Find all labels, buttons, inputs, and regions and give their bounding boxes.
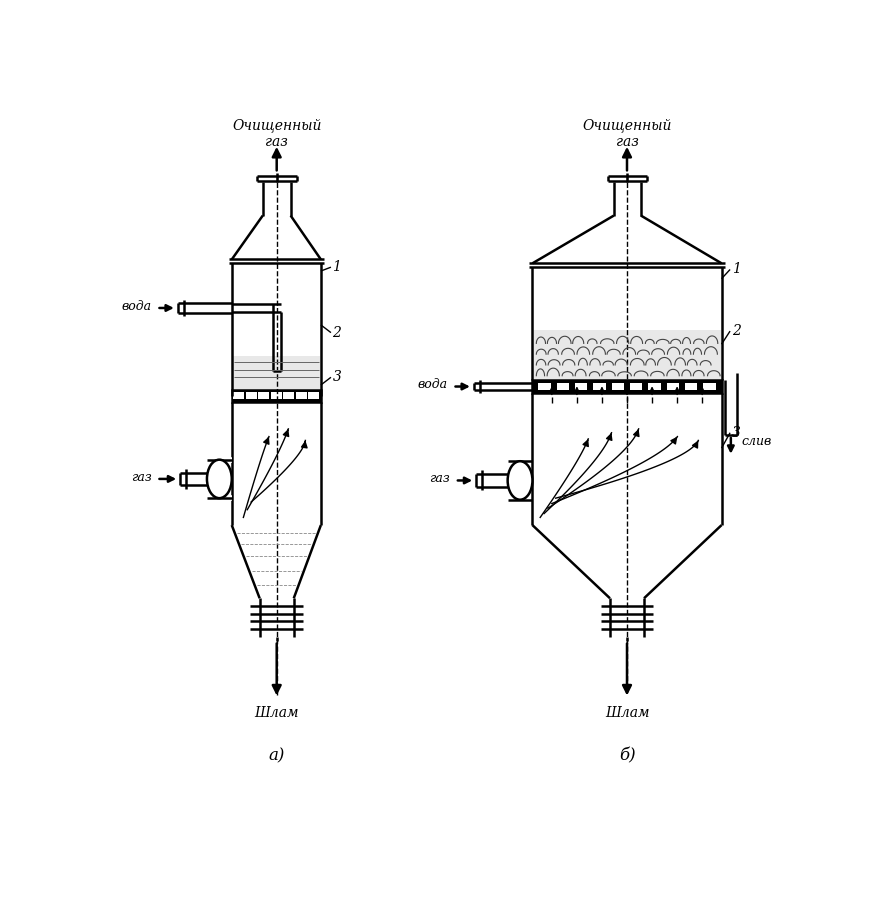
Bar [296,393,306,399]
Bar [666,383,679,391]
Ellipse shape [207,460,232,498]
Bar [612,383,624,391]
Text: Шлам: Шлам [255,706,299,720]
Text: 3: 3 [332,370,341,384]
Bar [246,393,257,399]
Text: Очищенный
газ: Очищенный газ [232,118,321,148]
Bar [593,383,605,391]
Text: газ: газ [430,473,450,486]
Bar [232,355,320,394]
Bar [533,330,721,381]
Text: Шлам: Шлам [605,706,649,720]
Text: б): б) [619,748,635,764]
Text: 1: 1 [332,261,341,274]
Bar [232,390,321,402]
Text: 3: 3 [731,425,740,440]
Text: Очищенный
газ: Очищенный газ [582,118,672,148]
Text: вода: вода [418,378,448,392]
Text: газ: газ [131,471,152,484]
Bar [538,383,551,391]
Bar [575,383,588,391]
Bar [308,393,319,399]
Bar [648,383,661,391]
Text: 2: 2 [332,325,341,340]
Bar [271,393,281,399]
Bar [283,393,294,399]
Bar [556,383,569,391]
Bar [258,393,270,399]
Bar [630,383,642,391]
Text: вода: вода [121,300,152,313]
Text: 1: 1 [731,262,740,276]
Text: а): а) [269,748,285,764]
Bar [703,383,715,391]
Text: 2: 2 [731,324,740,338]
Text: слив: слив [742,435,772,447]
Bar [685,383,697,391]
Ellipse shape [507,461,532,500]
Bar [233,393,245,399]
Bar [532,381,722,393]
